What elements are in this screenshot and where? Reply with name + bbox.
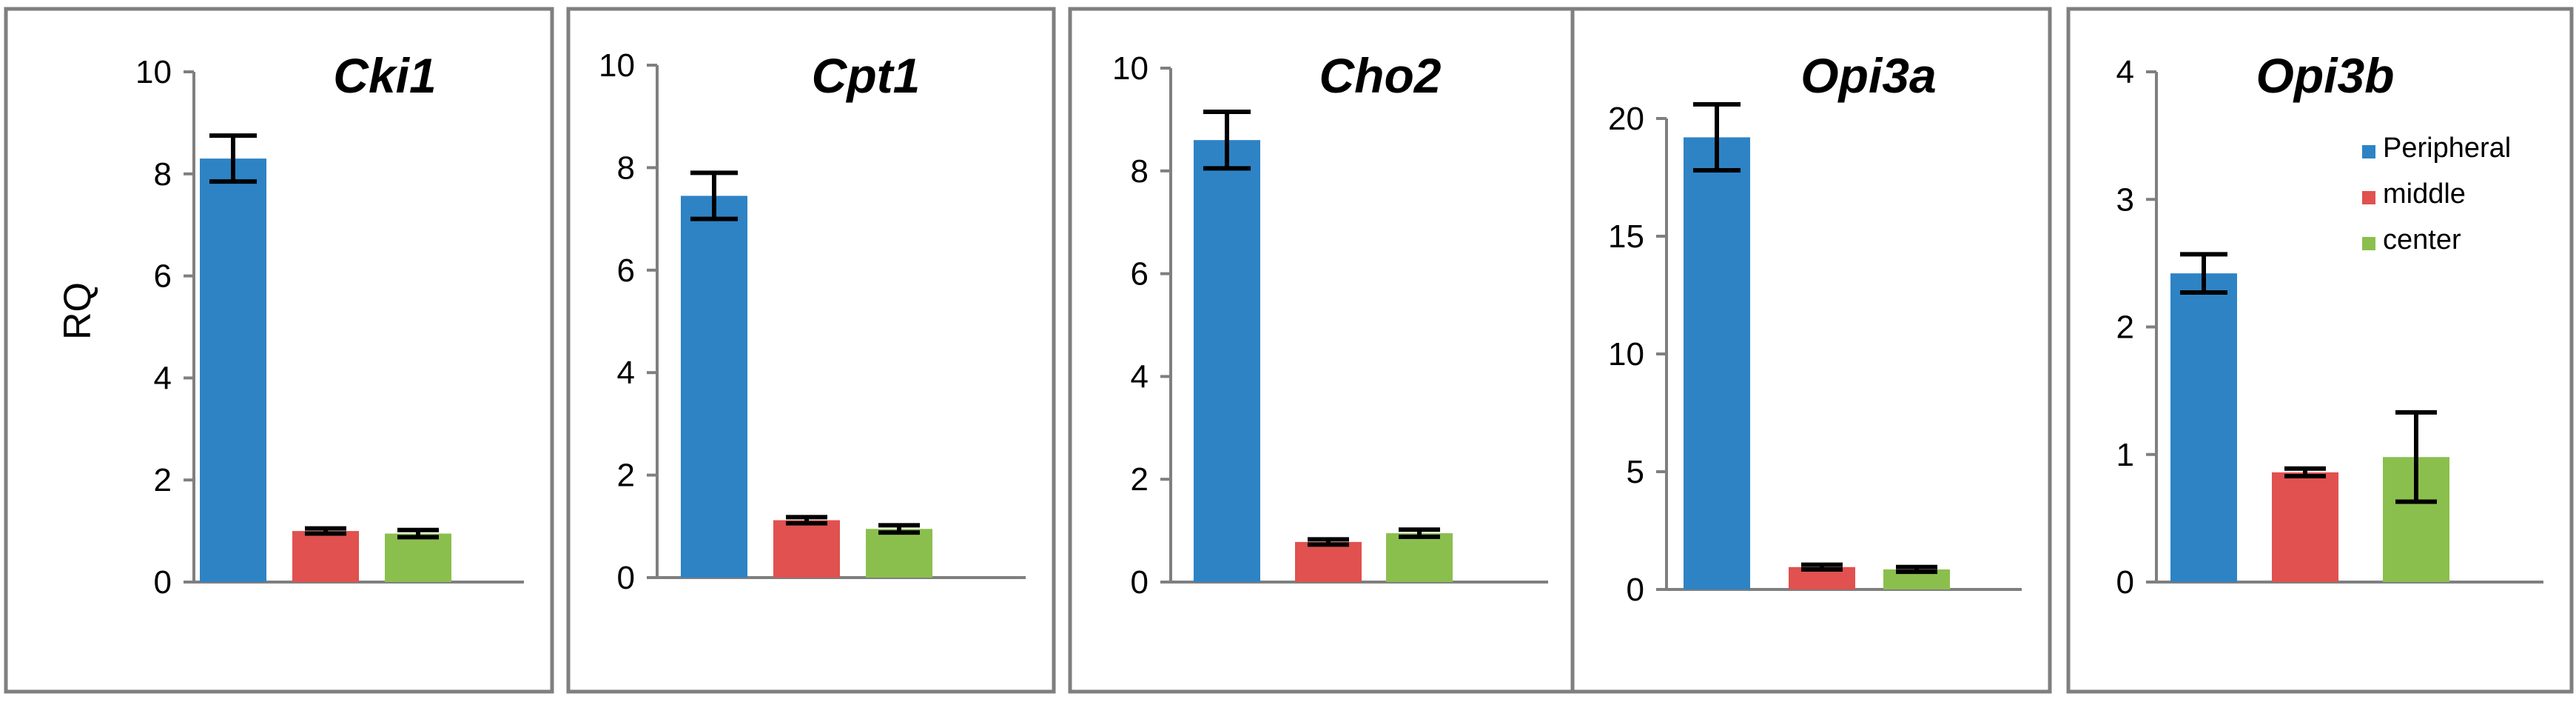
bar-middle	[1295, 541, 1362, 582]
bar-peripheral	[200, 158, 266, 582]
legend-label-peripheral: Peripheral	[2383, 133, 2511, 164]
y-tick-label: 10	[599, 47, 635, 84]
chart-panel-5: 0 1 2 3 4 Opi3b	[2066, 7, 2574, 694]
error-bar	[1203, 109, 1251, 171]
bar-center	[385, 533, 451, 582]
y-tick-label: 10	[1112, 50, 1149, 87]
y-tick-label: 4	[1131, 358, 1149, 395]
error-bar	[2180, 252, 2227, 295]
chart-panel-1: 0 2 4 6 8 10 Cki1 RQ	[4, 7, 554, 694]
error-bar	[1801, 562, 1843, 572]
y-tick-label: 0	[154, 564, 172, 601]
panel-frame	[2066, 7, 2574, 694]
y-tick-label: 0	[1627, 572, 1644, 608]
legend: Peripheral middle center	[2362, 133, 2511, 255]
y-tick-label: 6	[154, 258, 172, 295]
y-tick-label: 4	[2116, 54, 2134, 90]
panel-title: Opi3a	[1800, 48, 1936, 103]
bar-middle	[2272, 472, 2338, 582]
y-tick-label: 2	[617, 458, 635, 494]
panel-frame	[4, 7, 554, 694]
bar-middle	[773, 520, 840, 578]
legend-swatch-middle	[2362, 191, 2375, 204]
y-tick-label: 8	[617, 150, 635, 186]
bar-peripheral	[1194, 140, 1260, 582]
error-bar	[1308, 537, 1349, 547]
bar-peripheral	[1684, 137, 1750, 589]
legend-label-middle: middle	[2383, 178, 2466, 210]
y-tick-label: 4	[617, 355, 635, 391]
y-tick-label: 1	[2116, 437, 2134, 473]
y-tick-label: 10	[135, 54, 172, 90]
error-bar	[878, 523, 920, 535]
bar-center	[866, 529, 932, 578]
bar-middle	[292, 531, 359, 582]
y-tick-label: 2	[2116, 310, 2134, 346]
y-tick-label: 6	[617, 253, 635, 289]
error-bar	[1693, 101, 1741, 173]
bar-peripheral	[2170, 273, 2237, 582]
y-tick-label: 0	[617, 560, 635, 596]
error-bar	[690, 170, 738, 221]
panel-title: Cho2	[1319, 48, 1442, 103]
y-tick-label: 2	[1131, 461, 1149, 498]
bar-center	[1386, 533, 1453, 582]
error-bar	[2284, 466, 2326, 479]
y-tick-label: 4	[154, 360, 172, 396]
y-tick-label: 8	[154, 156, 172, 193]
y-tick-label: 2	[154, 462, 172, 498]
y-tick-label: 3	[2116, 181, 2134, 218]
panel-title: Cpt1	[812, 48, 921, 103]
y-tick-label: 20	[1608, 101, 1644, 137]
panel-title: Opi3b	[2256, 48, 2394, 103]
y-tick-label: 8	[1131, 153, 1149, 190]
error-bar	[1896, 564, 1937, 575]
y-tick-label: 15	[1608, 218, 1644, 255]
error-bar	[786, 515, 827, 526]
y-tick-label: 6	[1131, 256, 1149, 292]
panel-frame	[566, 7, 1056, 694]
bar-peripheral	[681, 195, 747, 578]
chart-panel-3: 0 2 4 6 8 10 Cho2	[1068, 7, 1578, 694]
y-tick-label: 0	[1131, 564, 1149, 601]
error-bar	[2395, 410, 2437, 504]
error-bar	[397, 527, 439, 540]
error-bar	[305, 526, 346, 536]
y-axis-label: RQ	[56, 282, 99, 340]
y-tick-label: 0	[2116, 564, 2134, 601]
legend-label-center: center	[2383, 224, 2461, 255]
panel-title: Cki1	[333, 48, 436, 103]
legend-swatch-center	[2362, 237, 2375, 250]
legend-swatch-peripheral	[2362, 145, 2375, 158]
chart-panel-2: 0 2 4 6 8 10 Cpt1	[566, 7, 1056, 694]
error-bar	[1399, 527, 1440, 539]
y-tick-label: 10	[1608, 336, 1644, 372]
y-tick-label: 5	[1627, 454, 1644, 490]
chart-panel-4: 0 5 10 15 20 Opi3a	[1570, 7, 2052, 694]
error-bar	[209, 133, 257, 184]
